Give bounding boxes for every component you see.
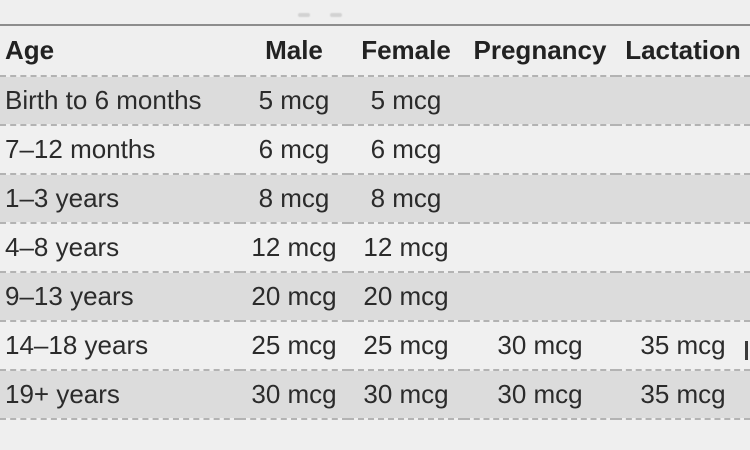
- cell-lactation: [616, 174, 750, 224]
- column-header-female: Female: [348, 26, 464, 77]
- cell-male: 6 mcg: [240, 125, 348, 175]
- table-row: 9–13 years 20 mcg 20 mcg: [0, 272, 750, 322]
- cell-pregnancy: 30 mcg: [464, 321, 616, 371]
- cell-pregnancy: [464, 272, 616, 322]
- cell-female: 30 mcg: [348, 370, 464, 420]
- column-header-age: Age: [0, 26, 240, 77]
- cell-age: 4–8 years: [0, 223, 240, 273]
- cell-age: 9–13 years: [0, 272, 240, 322]
- cropped-text-artifact-1: [298, 13, 310, 17]
- cell-pregnancy: [464, 174, 616, 224]
- top-divider-rule: [0, 24, 750, 26]
- cell-lactation: [616, 76, 750, 126]
- table-row: 14–18 years 25 mcg 25 mcg 30 mcg 35 mcg: [0, 321, 750, 371]
- cell-male: 20 mcg: [240, 272, 348, 322]
- cell-male: 5 mcg: [240, 76, 348, 126]
- cell-age: 14–18 years: [0, 321, 240, 371]
- table-row: 4–8 years 12 mcg 12 mcg: [0, 223, 750, 273]
- table-row: 1–3 years 8 mcg 8 mcg: [0, 174, 750, 224]
- column-header-pregnancy: Pregnancy: [464, 26, 616, 77]
- cell-pregnancy: [464, 76, 616, 126]
- table-row: Birth to 6 months 5 mcg 5 mcg: [0, 76, 750, 126]
- cell-lactation: 35 mcg: [616, 370, 750, 420]
- cell-lactation: 35 mcg: [616, 321, 750, 371]
- cell-female: 20 mcg: [348, 272, 464, 322]
- table-row: 7–12 months 6 mcg 6 mcg: [0, 125, 750, 175]
- cell-male: 8 mcg: [240, 174, 348, 224]
- column-header-lactation: Lactation: [616, 26, 750, 77]
- cell-pregnancy: 30 mcg: [464, 370, 616, 420]
- cell-lactation: [616, 125, 750, 175]
- table-row: 19+ years 30 mcg 30 mcg 30 mcg 35 mcg: [0, 370, 750, 420]
- cell-age: 19+ years: [0, 370, 240, 420]
- cell-lactation: [616, 223, 750, 273]
- cell-female: 25 mcg: [348, 321, 464, 371]
- cell-pregnancy: [464, 125, 616, 175]
- clipped-glyph-artifact: [745, 341, 748, 360]
- rda-table: Age Male Female Pregnancy Lactation Birt…: [0, 26, 750, 420]
- cropped-text-artifact-2: [330, 13, 342, 17]
- cell-female: 6 mcg: [348, 125, 464, 175]
- cell-lactation: [616, 272, 750, 322]
- cell-age: Birth to 6 months: [0, 76, 240, 126]
- cell-female: 8 mcg: [348, 174, 464, 224]
- cell-male: 12 mcg: [240, 223, 348, 273]
- cell-age: 1–3 years: [0, 174, 240, 224]
- cell-female: 5 mcg: [348, 76, 464, 126]
- table-header-row: Age Male Female Pregnancy Lactation: [0, 26, 750, 77]
- cell-male: 25 mcg: [240, 321, 348, 371]
- cell-age: 7–12 months: [0, 125, 240, 175]
- cell-female: 12 mcg: [348, 223, 464, 273]
- cell-pregnancy: [464, 223, 616, 273]
- column-header-male: Male: [240, 26, 348, 77]
- cell-male: 30 mcg: [240, 370, 348, 420]
